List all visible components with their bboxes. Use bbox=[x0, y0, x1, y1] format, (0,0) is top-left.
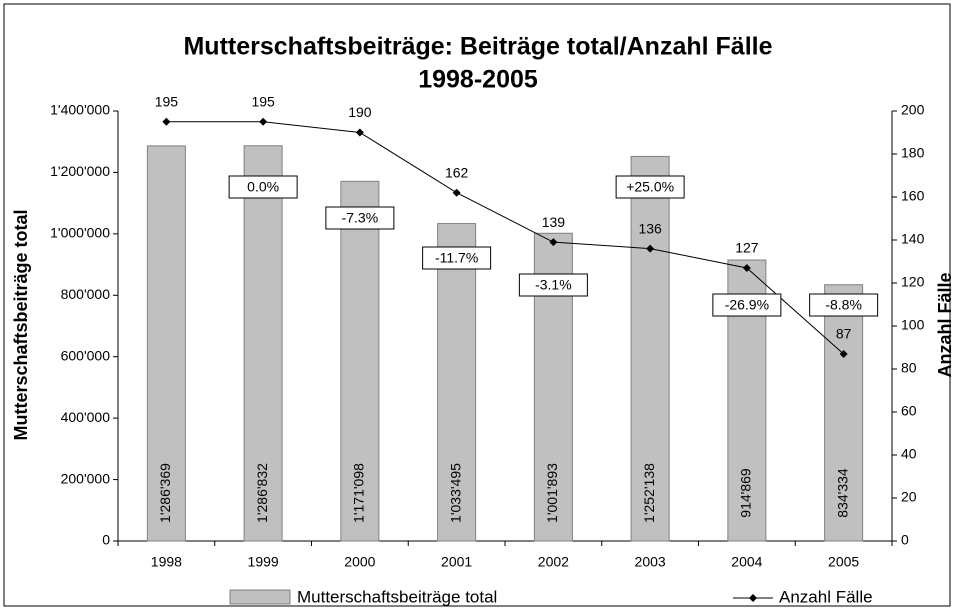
x-tick-label: 2004 bbox=[731, 554, 762, 570]
line-value-label: 195 bbox=[155, 93, 179, 109]
x-tick-label: 2003 bbox=[635, 554, 666, 570]
change-box bbox=[325, 206, 395, 230]
line-value-label: 195 bbox=[251, 93, 275, 109]
y2-tick-label: 120 bbox=[901, 274, 925, 290]
y-axis-title: Mutterschaftsbeiträge total bbox=[11, 209, 31, 440]
x-tick-label: 2002 bbox=[538, 554, 569, 570]
y2-tick-label: 100 bbox=[901, 317, 925, 333]
change-box bbox=[422, 246, 492, 270]
x-tick-label: 2005 bbox=[828, 554, 859, 570]
y2-tick-label: 200 bbox=[901, 102, 925, 118]
chart-title: Mutterschaftsbeiträge: Beiträge total/An… bbox=[183, 33, 772, 61]
legend-marker bbox=[749, 594, 757, 602]
y2-tick-label: 0 bbox=[901, 532, 909, 548]
legend-label: Mutterschaftsbeiträge total bbox=[297, 587, 497, 606]
change-box bbox=[809, 293, 879, 317]
line-marker bbox=[839, 349, 848, 358]
change-label: +25.0% bbox=[626, 179, 674, 195]
y-tick-label: 400'000 bbox=[61, 409, 111, 425]
y-tick-label: 800'000 bbox=[61, 286, 111, 302]
line-marker bbox=[646, 244, 655, 253]
line-value-label: 190 bbox=[348, 104, 372, 120]
change-box bbox=[518, 273, 588, 297]
bar bbox=[243, 145, 283, 542]
chart-border bbox=[3, 3, 951, 607]
legend-label: Anzahl Fälle bbox=[779, 587, 873, 606]
y-tick-label: 0 bbox=[102, 532, 110, 548]
change-box bbox=[228, 175, 298, 199]
line-value-label: 136 bbox=[638, 220, 662, 236]
bar bbox=[146, 145, 186, 542]
chart-subtitle: 1998-2005 bbox=[418, 66, 538, 94]
y2-tick-label: 140 bbox=[901, 231, 925, 247]
y-tick-label: 200'000 bbox=[61, 470, 111, 486]
change-label: 0.0% bbox=[247, 179, 279, 195]
y-tick-label: 1'000'000 bbox=[50, 225, 110, 241]
y-tick-label: 1'200'000 bbox=[50, 163, 110, 179]
y-tick-label: 600'000 bbox=[61, 347, 111, 363]
bar bbox=[437, 223, 477, 542]
bar-value-label: 1'171'098 bbox=[351, 463, 367, 523]
line-marker bbox=[259, 117, 268, 126]
line-value-label: 162 bbox=[445, 164, 469, 180]
line-value-label: 139 bbox=[542, 214, 566, 230]
bar-value-label: 1'286'369 bbox=[157, 463, 173, 523]
line-value-label: 127 bbox=[735, 240, 759, 256]
y-tick-label: 1'400'000 bbox=[50, 102, 110, 118]
y2-tick-label: 20 bbox=[901, 489, 917, 505]
bar-value-label: 834'334 bbox=[834, 468, 850, 518]
line bbox=[166, 121, 844, 355]
line-marker bbox=[549, 238, 558, 247]
y2-tick-label: 60 bbox=[901, 403, 917, 419]
change-box bbox=[712, 293, 782, 317]
change-label: -7.3% bbox=[342, 210, 379, 226]
bar bbox=[824, 284, 864, 542]
y2-tick-label: 80 bbox=[901, 360, 917, 376]
change-label: -11.7% bbox=[435, 250, 478, 266]
line-marker bbox=[355, 128, 364, 137]
bar bbox=[630, 155, 670, 542]
change-box bbox=[615, 175, 685, 199]
x-tick-label: 1999 bbox=[248, 554, 279, 570]
bar bbox=[340, 180, 380, 542]
change-label: -26.9% bbox=[725, 297, 769, 313]
x-tick-label: 2001 bbox=[441, 554, 472, 570]
bar-value-label: 1'033'495 bbox=[447, 463, 463, 523]
line-marker bbox=[742, 263, 751, 272]
legend-swatch bbox=[229, 589, 291, 605]
line-marker bbox=[452, 188, 461, 197]
change-label: -3.1% bbox=[535, 277, 572, 293]
y2-tick-label: 40 bbox=[901, 446, 917, 462]
line-marker bbox=[162, 117, 171, 126]
x-tick-label: 2000 bbox=[344, 554, 375, 570]
change-label: -8.8% bbox=[825, 297, 862, 313]
y2-tick-label: 160 bbox=[901, 188, 925, 204]
bar-value-label: 1'001'893 bbox=[544, 463, 560, 523]
y2-axis-title: Anzahl Fälle bbox=[935, 272, 955, 377]
bar-value-label: 1'286'832 bbox=[254, 463, 270, 523]
bar-value-label: 914'869 bbox=[738, 468, 754, 518]
bar-value-label: 1'252'138 bbox=[641, 463, 657, 523]
x-tick-label: 1998 bbox=[151, 554, 182, 570]
line-value-label: 87 bbox=[836, 326, 852, 342]
y2-tick-label: 180 bbox=[901, 145, 925, 161]
